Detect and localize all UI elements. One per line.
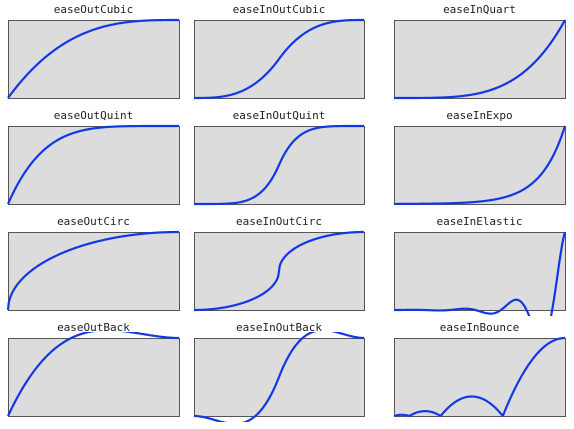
panel-title: easeOutCirc [57, 215, 130, 228]
plot-area [8, 338, 180, 417]
series-line-easeOutQuint [6, 124, 180, 205]
panel-title: easeOutBack [57, 321, 130, 334]
series-line-easeOutBack [7, 332, 180, 417]
plot-area [8, 20, 180, 99]
panel-title: easeInBounce [439, 321, 520, 334]
series-line-easeInOutCirc [193, 230, 365, 312]
series-line-easeOutCirc [6, 230, 180, 311]
plot-area [394, 338, 566, 417]
series-line-easeOutCubic [7, 18, 180, 99]
series-line-easeInOutCubic [193, 18, 365, 100]
plot-area [394, 20, 566, 99]
series-line-easeInBounce [393, 336, 566, 418]
series-line-easeInElastic [393, 231, 567, 316]
plot-area [394, 232, 566, 311]
series-line-easeInExpo [393, 125, 567, 206]
plot-area [8, 232, 180, 311]
panel-title: easeInOutQuint [232, 109, 326, 122]
plot-area [394, 126, 566, 205]
series-line-easeInOutBack [193, 332, 365, 422]
plot-area [8, 126, 180, 205]
panel-title: easeInExpo [446, 109, 513, 122]
panel-title: easeOutCubic [53, 3, 134, 16]
panel-title: easeInOutBack [235, 321, 323, 334]
panel-title: easeInElastic [436, 215, 523, 228]
panel-title: easeOutQuint [53, 109, 134, 122]
series-line-easeInQuart [393, 19, 566, 100]
panel-title: easeInOutCubic [232, 3, 326, 16]
series-line-easeInOutQuint [193, 124, 365, 206]
panel-title: easeInQuart [443, 3, 516, 16]
panel-title: easeInOutCirc [235, 215, 323, 228]
